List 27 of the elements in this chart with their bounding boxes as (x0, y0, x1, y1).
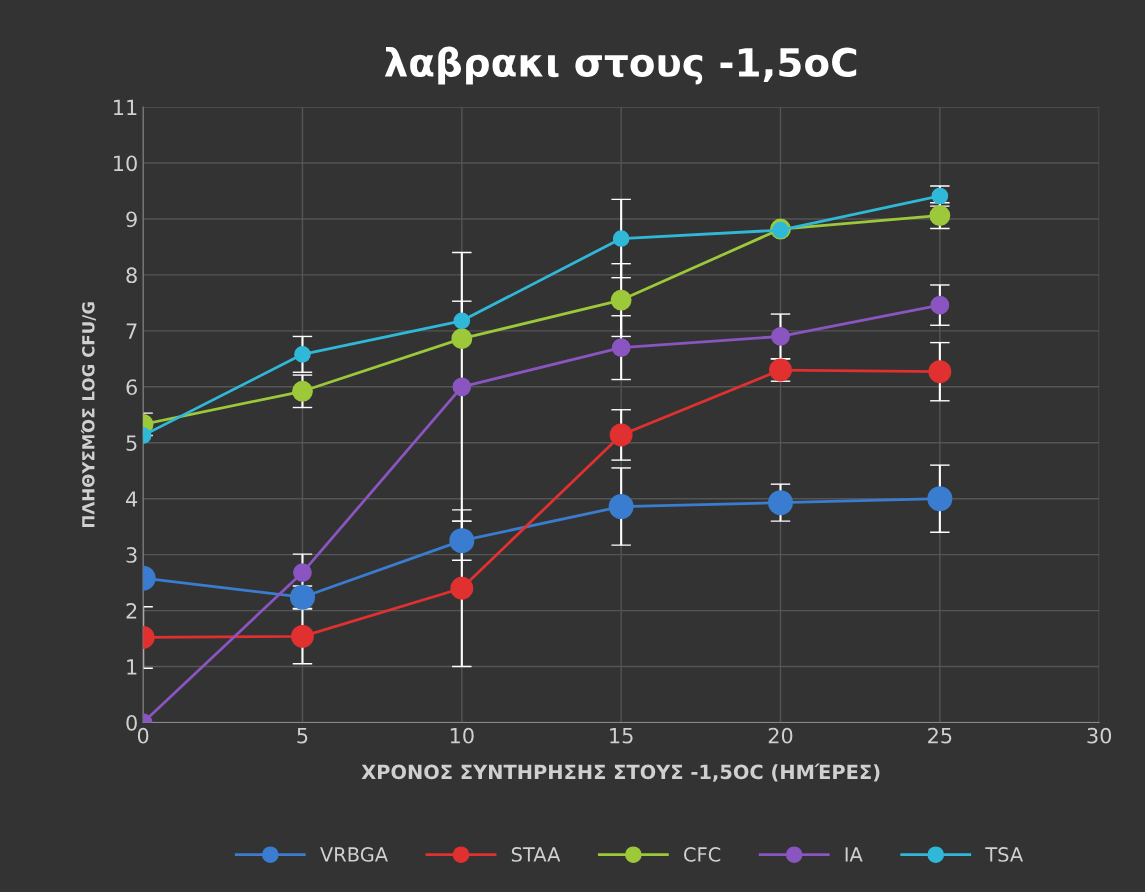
chart-title: λαβρακι στους -1,5oC (384, 46, 857, 85)
y-axis-title: ΠΛΗΘΥΣΜΌΣ LOG CFU/G (81, 302, 96, 528)
y-tick-label: 2 (126, 603, 137, 619)
x-tick-label: 15 (610, 728, 633, 744)
legend-label: TSA (985, 847, 1024, 862)
y-tick-label: 3 (126, 547, 137, 563)
y-tick-label: 5 (126, 435, 137, 451)
y-tick-label: 1 (127, 659, 137, 675)
x-axis-title: ΧΡΟΝΟΣ ΣΥΝΤΗΡΗΣΗΣ ΣΤΟΥΣ -1,5OC (ΗΜΈΡΕΣ) (361, 763, 880, 782)
legend-label: CFC (684, 847, 721, 862)
y-tick-label: 11 (114, 99, 137, 115)
x-tick-label: 20 (768, 727, 793, 744)
y-tick-label: 4 (126, 491, 138, 507)
y-tick-label: 9 (126, 211, 137, 228)
legend-label: STAA (511, 847, 561, 862)
x-tick-label: 5 (297, 728, 308, 744)
y-tick-label: 6 (126, 379, 137, 396)
legend-label: VRBGA (320, 847, 388, 862)
y-tick-label: 7 (126, 323, 137, 339)
y-tick-label: 10 (114, 155, 137, 172)
x-tick-label: 30 (1087, 727, 1112, 744)
x-tick-label: 10 (450, 727, 474, 744)
y-tick-label: 0 (126, 714, 137, 731)
y-tick-label: 8 (126, 267, 137, 284)
x-tick-label: 0 (137, 727, 149, 744)
x-tick-label: 25 (928, 727, 952, 744)
legend-label: IA (845, 847, 863, 862)
